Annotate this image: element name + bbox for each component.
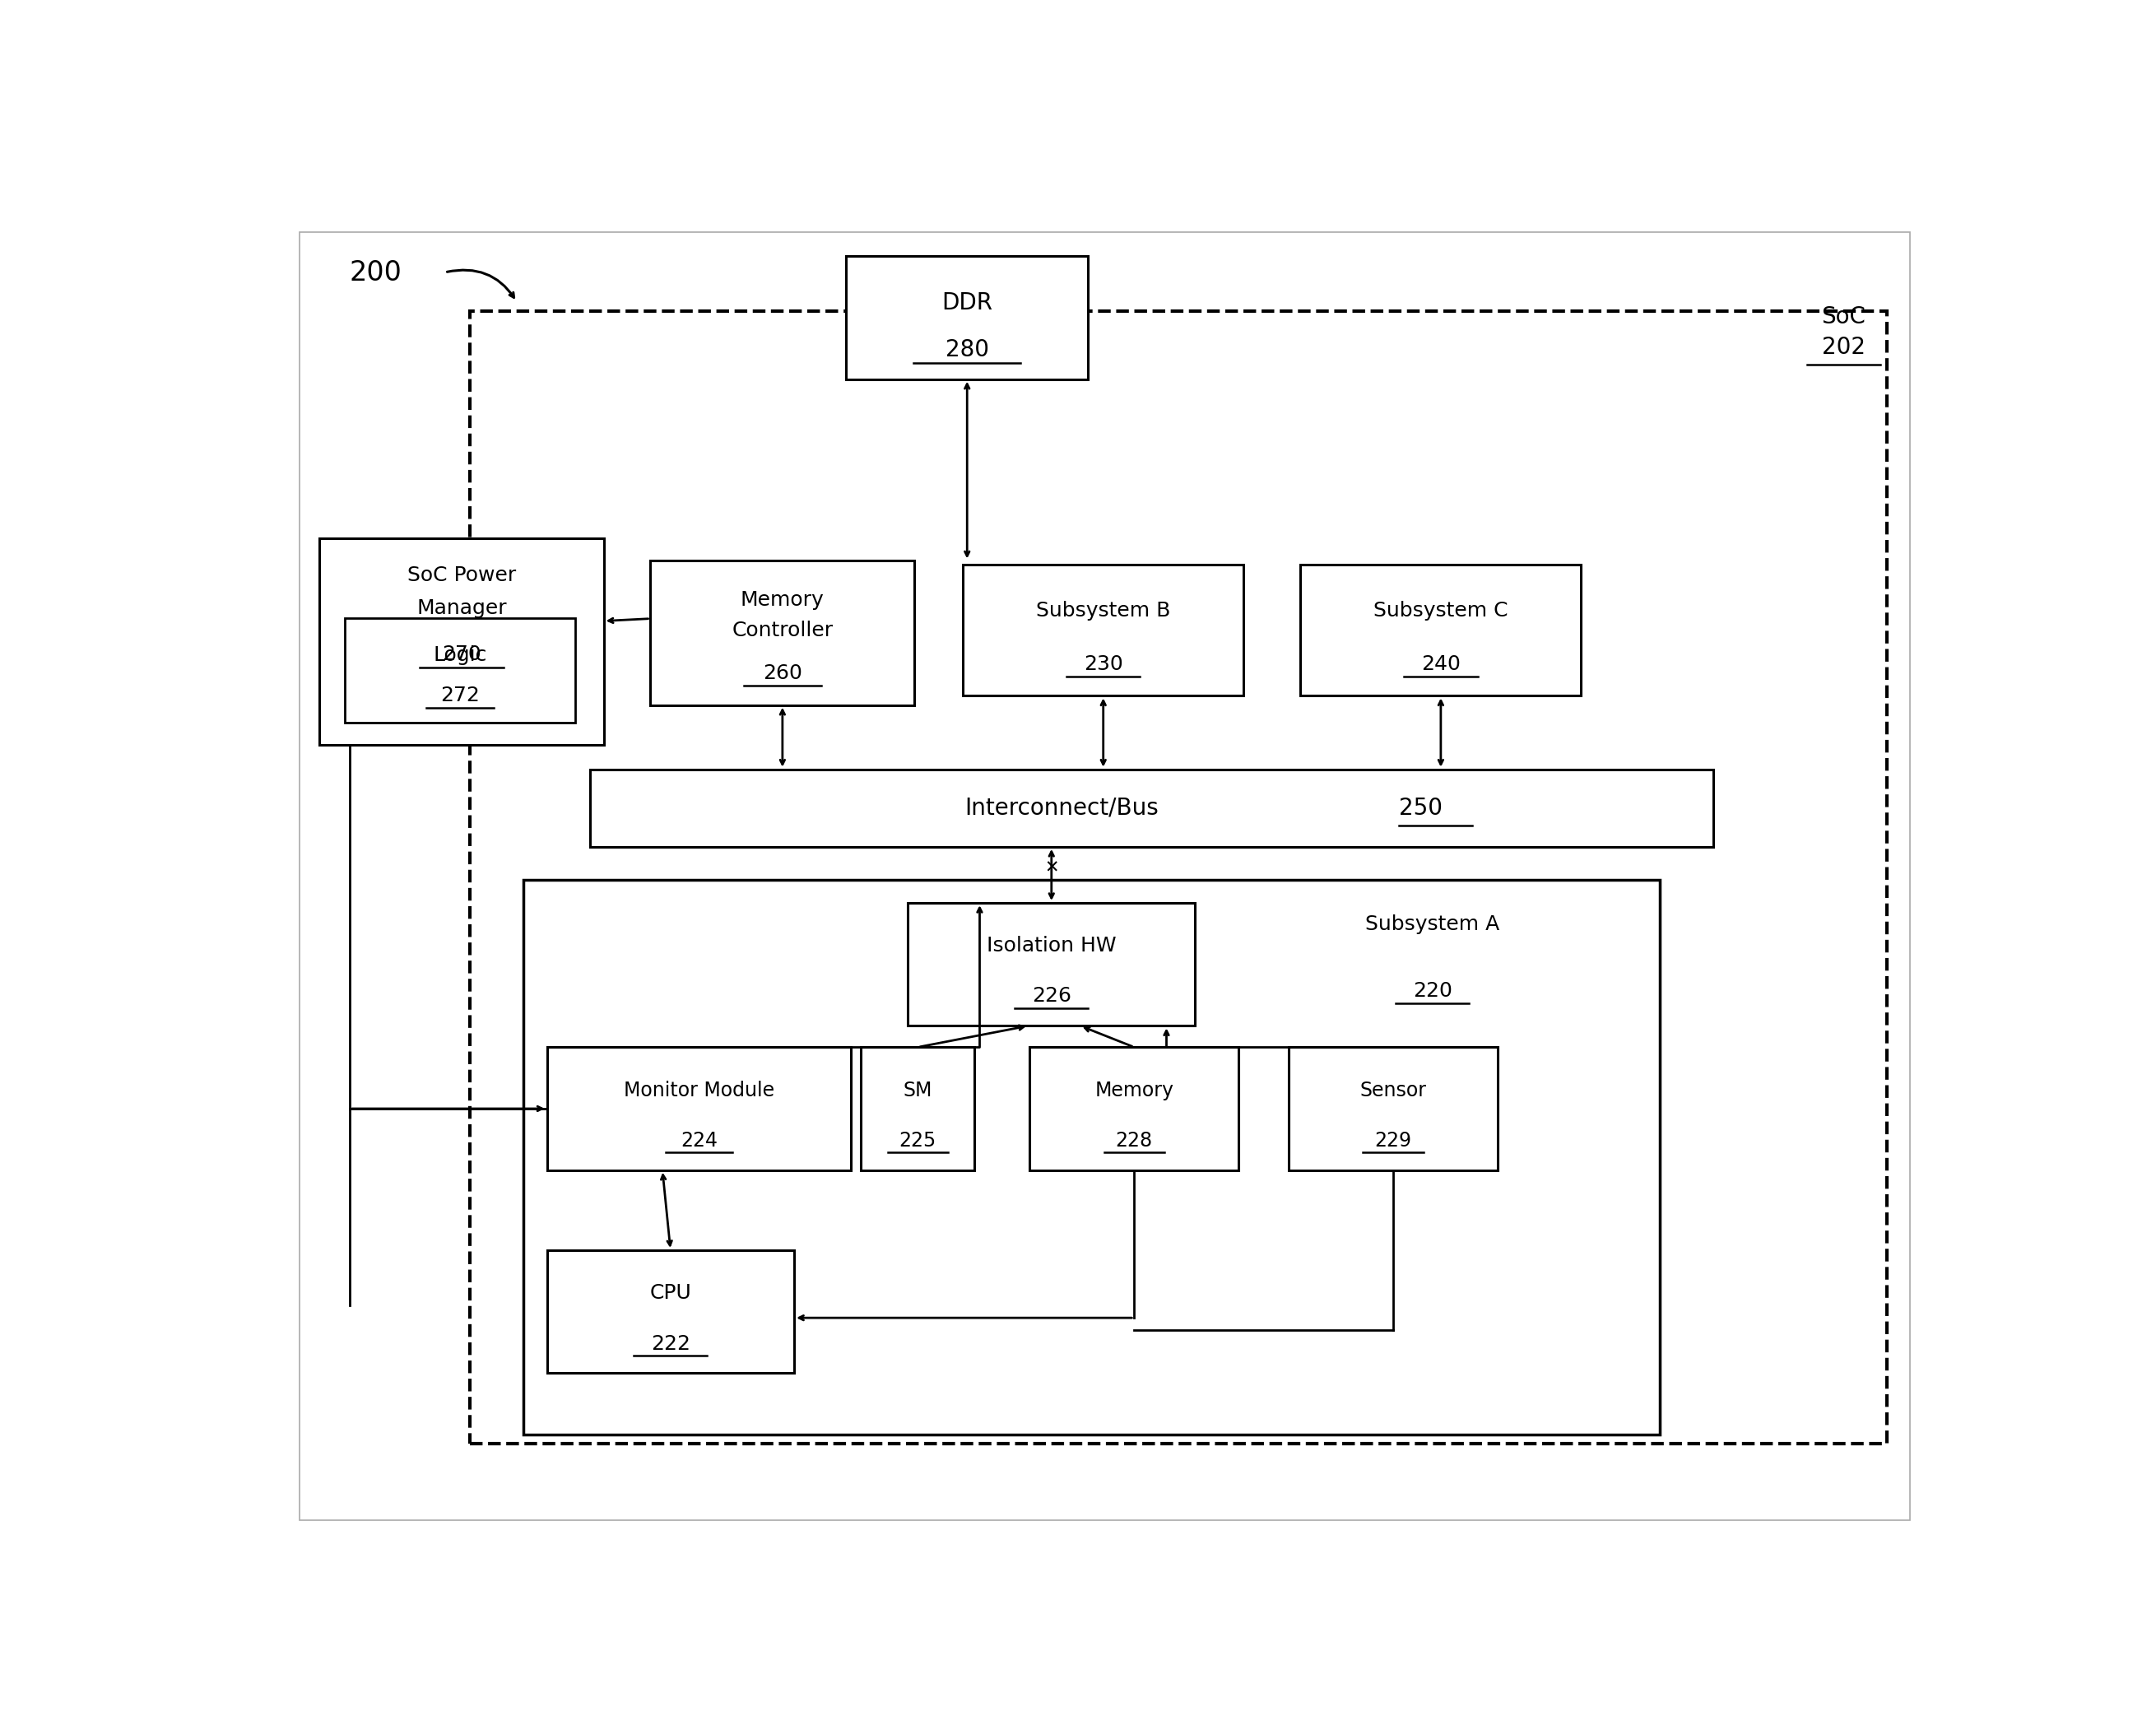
Text: 224: 224 xyxy=(681,1131,718,1150)
Text: DDR: DDR xyxy=(942,291,992,314)
Text: CPU: CPU xyxy=(649,1284,692,1303)
Text: 260: 260 xyxy=(763,663,802,684)
Bar xyxy=(860,1048,975,1169)
Text: ✕: ✕ xyxy=(1044,861,1059,876)
Text: 226: 226 xyxy=(1033,987,1072,1006)
Bar xyxy=(591,769,1714,847)
Text: 200: 200 xyxy=(349,259,403,286)
Text: Monitor Module: Monitor Module xyxy=(623,1081,774,1100)
Text: Manager: Manager xyxy=(416,599,507,618)
Text: 225: 225 xyxy=(899,1131,936,1150)
Text: Subsystem A: Subsystem A xyxy=(1365,914,1501,935)
Text: Isolation HW: Isolation HW xyxy=(987,937,1117,956)
Text: Memory: Memory xyxy=(1095,1081,1173,1100)
Text: 228: 228 xyxy=(1115,1131,1153,1150)
Text: Sensor: Sensor xyxy=(1360,1081,1427,1100)
Text: 240: 240 xyxy=(1421,654,1460,675)
Bar xyxy=(845,257,1089,380)
Text: 270: 270 xyxy=(442,644,481,665)
Text: 220: 220 xyxy=(1412,982,1453,1001)
Bar xyxy=(964,566,1244,696)
Text: 272: 272 xyxy=(440,685,479,706)
Text: Logic: Logic xyxy=(433,645,487,665)
Bar xyxy=(908,902,1194,1025)
Bar xyxy=(345,618,576,722)
Text: Memory: Memory xyxy=(742,590,824,609)
Bar xyxy=(548,1251,793,1372)
Bar xyxy=(651,560,914,704)
Text: Interconnect/Bus: Interconnect/Bus xyxy=(966,796,1160,819)
Text: 222: 222 xyxy=(651,1334,690,1353)
Bar xyxy=(524,880,1660,1435)
Text: 230: 230 xyxy=(1084,654,1123,675)
Text: 229: 229 xyxy=(1376,1131,1412,1150)
Text: SM: SM xyxy=(903,1081,931,1100)
Text: 250: 250 xyxy=(1399,796,1442,819)
Bar xyxy=(470,311,1886,1444)
Bar xyxy=(1031,1048,1238,1169)
Text: 280: 280 xyxy=(944,338,990,361)
Text: Subsystem C: Subsystem C xyxy=(1373,600,1507,621)
Bar xyxy=(548,1048,852,1169)
Text: Subsystem B: Subsystem B xyxy=(1037,600,1171,621)
Bar xyxy=(1289,1048,1498,1169)
Bar xyxy=(1300,566,1580,696)
Bar xyxy=(319,538,604,746)
Text: SoC Power: SoC Power xyxy=(407,566,515,585)
Text: 202: 202 xyxy=(1822,337,1865,359)
Text: Controller: Controller xyxy=(731,621,832,640)
Text: SoC: SoC xyxy=(1822,305,1865,328)
